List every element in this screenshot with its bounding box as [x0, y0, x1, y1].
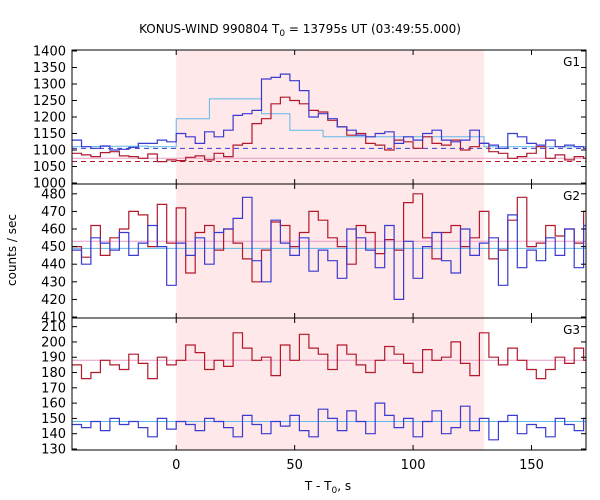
y-tick-label: 160 [41, 397, 66, 412]
x-axis-label: T - T0, s [304, 479, 351, 496]
panels-group: 100010501100115012001250130013501400G141… [33, 45, 587, 473]
y-tick-label: 170 [41, 381, 66, 396]
y-tick-label: 440 [41, 258, 66, 273]
y-tick-label: 1000 [33, 177, 66, 192]
y-tick-label: 1100 [33, 144, 66, 159]
panel-label: G3 [563, 323, 580, 337]
x-axis-label-subscript: 0 [332, 486, 338, 496]
panel-label: G2 [563, 189, 580, 203]
light-curve-red [72, 193, 586, 283]
panel-label: G1 [563, 55, 580, 69]
y-tick-label: 190 [41, 351, 66, 366]
burst-interval-shade [176, 184, 485, 318]
panel-plot-area [72, 193, 586, 300]
y-tick-label: 470 [41, 205, 66, 220]
burst-interval-shade [176, 50, 485, 184]
y-tick-label: 140 [41, 427, 66, 442]
panel-plot-area [72, 332, 586, 441]
light-curve-blue [72, 73, 586, 151]
light-curve-blue [72, 402, 586, 441]
y-tick-label: 1250 [33, 94, 66, 109]
y-tick-label: 450 [41, 240, 66, 255]
y-tick-label: 410 [41, 311, 66, 326]
panel-plot-area [72, 73, 586, 163]
y-tick-label: 460 [41, 223, 66, 238]
y-tick-label: 1050 [33, 160, 66, 175]
y-tick-label: 1350 [33, 61, 66, 76]
y-tick-label: 150 [41, 412, 66, 427]
y-tick-label: 480 [41, 187, 66, 202]
y-tick-label: 200 [41, 335, 66, 350]
y-tick-label: 420 [41, 293, 66, 308]
y-tick-label: 130 [41, 443, 66, 458]
x-tick-label: 150 [519, 458, 544, 473]
x-tick-label: 0 [172, 458, 180, 473]
y-tick-label: 1200 [33, 111, 66, 126]
y-tick-label: 210 [41, 320, 66, 335]
burst-interval-shade [176, 318, 485, 450]
chart-title-main: KONUS-WIND 990804 T [139, 22, 280, 36]
chart-title-rest: = 13795s UT (03:49:55.000) [285, 22, 461, 36]
y-tick-label: 1150 [33, 127, 66, 142]
chart-title: KONUS-WIND 990804 T0 = 13795s UT (03:49:… [139, 22, 461, 39]
x-tick-label: 100 [401, 458, 426, 473]
panel-frame [71, 317, 587, 451]
panel-g2: 410 420 430 440 450 460 470 480 G2 [41, 183, 587, 326]
light-curve-red [72, 332, 586, 380]
light-curve-blue [72, 196, 586, 300]
x-axis-label-main: T - T [304, 479, 332, 493]
x-axis-label-rest: , s [337, 479, 351, 493]
x-tick-label: 50 [286, 458, 303, 473]
y-tick-label: 180 [41, 366, 66, 381]
y-tick-label: 1400 [33, 45, 66, 60]
chart-title-subscript: 0 [279, 29, 285, 39]
y-tick-label: 430 [41, 275, 66, 290]
y-tick-label: 1300 [33, 78, 66, 93]
y-axis-label: counts / sec [5, 214, 19, 286]
